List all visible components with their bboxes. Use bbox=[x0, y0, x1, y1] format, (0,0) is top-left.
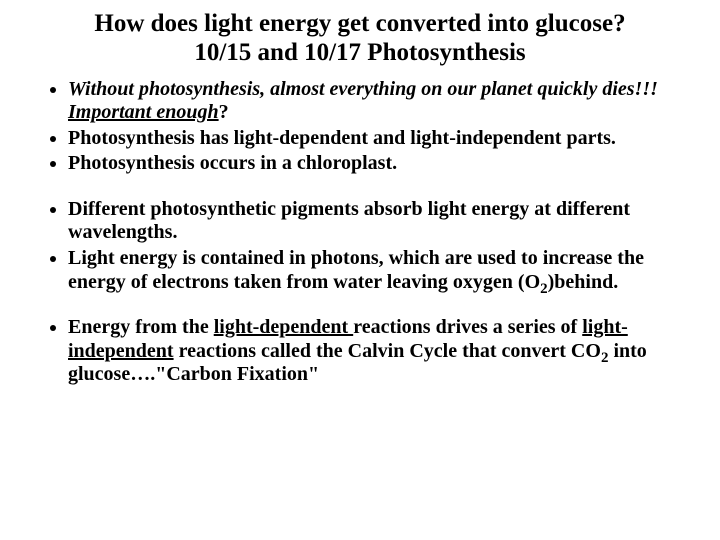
bullet-1-text: Without photosynthesis, almost everythin… bbox=[68, 78, 658, 124]
bullet-1: Without photosynthesis, almost everythin… bbox=[68, 78, 690, 125]
bullet-list: Without photosynthesis, almost everythin… bbox=[30, 78, 690, 388]
title-line-1: How does light energy get converted into… bbox=[94, 10, 625, 37]
bullet-2: Photosynthesis has light-dependent and l… bbox=[68, 127, 690, 151]
slide-container: How does light energy get converted into… bbox=[0, 0, 720, 399]
bullet-6: Energy from the light-dependent reaction… bbox=[68, 316, 690, 387]
slide-title: How does light energy get converted into… bbox=[30, 10, 690, 68]
bullet-5: Light energy is contained in photons, wh… bbox=[68, 247, 690, 294]
bullet-4: Different photosynthetic pigments absorb… bbox=[68, 198, 690, 245]
title-line-2: 10/15 and 10/17 Photosynthesis bbox=[194, 39, 525, 66]
bullet-3: Photosynthesis occurs in a chloroplast. bbox=[68, 152, 690, 176]
